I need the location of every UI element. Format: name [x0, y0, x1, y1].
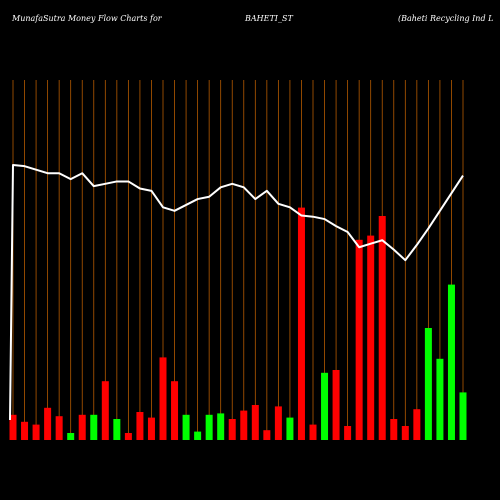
money-flow-bar [113, 419, 121, 440]
money-flow-bar [124, 433, 132, 440]
money-flow-bar [447, 284, 455, 440]
price-line [9, 164, 464, 421]
money-flow-bar [9, 414, 17, 440]
money-flow-bar [32, 424, 40, 440]
chart-header-site: MunafaSutra Money Flow Charts for [12, 14, 162, 23]
money-flow-bar [182, 414, 190, 440]
money-flow-bar [321, 372, 329, 440]
money-flow-bar [401, 426, 409, 440]
money-flow-bar [21, 421, 29, 440]
money-flow-bar [205, 414, 213, 440]
money-flow-bar [228, 419, 236, 440]
money-flow-bar [90, 414, 98, 440]
money-flow-bar [251, 405, 259, 440]
money-flow-bar [297, 207, 305, 440]
money-flow-bar [136, 412, 144, 440]
money-flow-bar [378, 216, 386, 440]
money-flow-bar [332, 370, 340, 440]
money-flow-bar [390, 419, 398, 440]
money-flow-bar [344, 426, 352, 440]
money-flow-bar [44, 407, 52, 440]
money-flow-bar [274, 406, 282, 440]
money-flow-bar [147, 417, 155, 440]
money-flow-bar [194, 431, 202, 440]
chart-header-company: (Baheti Recycling Ind L [398, 14, 494, 23]
money-flow-bar [309, 424, 317, 440]
money-flow-bar [171, 381, 179, 440]
money-flow-bar [101, 381, 109, 440]
money-flow-bar [263, 430, 271, 440]
money-flow-bar [55, 416, 63, 440]
money-flow-bar [159, 357, 167, 440]
money-flow-bar [459, 392, 467, 440]
money-flow-bar [367, 235, 375, 440]
money-flow-bar [67, 433, 75, 440]
chart-header-symbol: BAHETI_ST [245, 14, 293, 23]
money-flow-bar [424, 328, 432, 440]
money-flow-bar [436, 358, 444, 440]
money-flow-bar [413, 409, 421, 440]
money-flow-bar [240, 410, 248, 440]
money-flow-bar [217, 413, 225, 440]
money-flow-bar [355, 239, 363, 440]
money-flow-bar [286, 417, 294, 440]
money-flow-bar [78, 414, 86, 440]
